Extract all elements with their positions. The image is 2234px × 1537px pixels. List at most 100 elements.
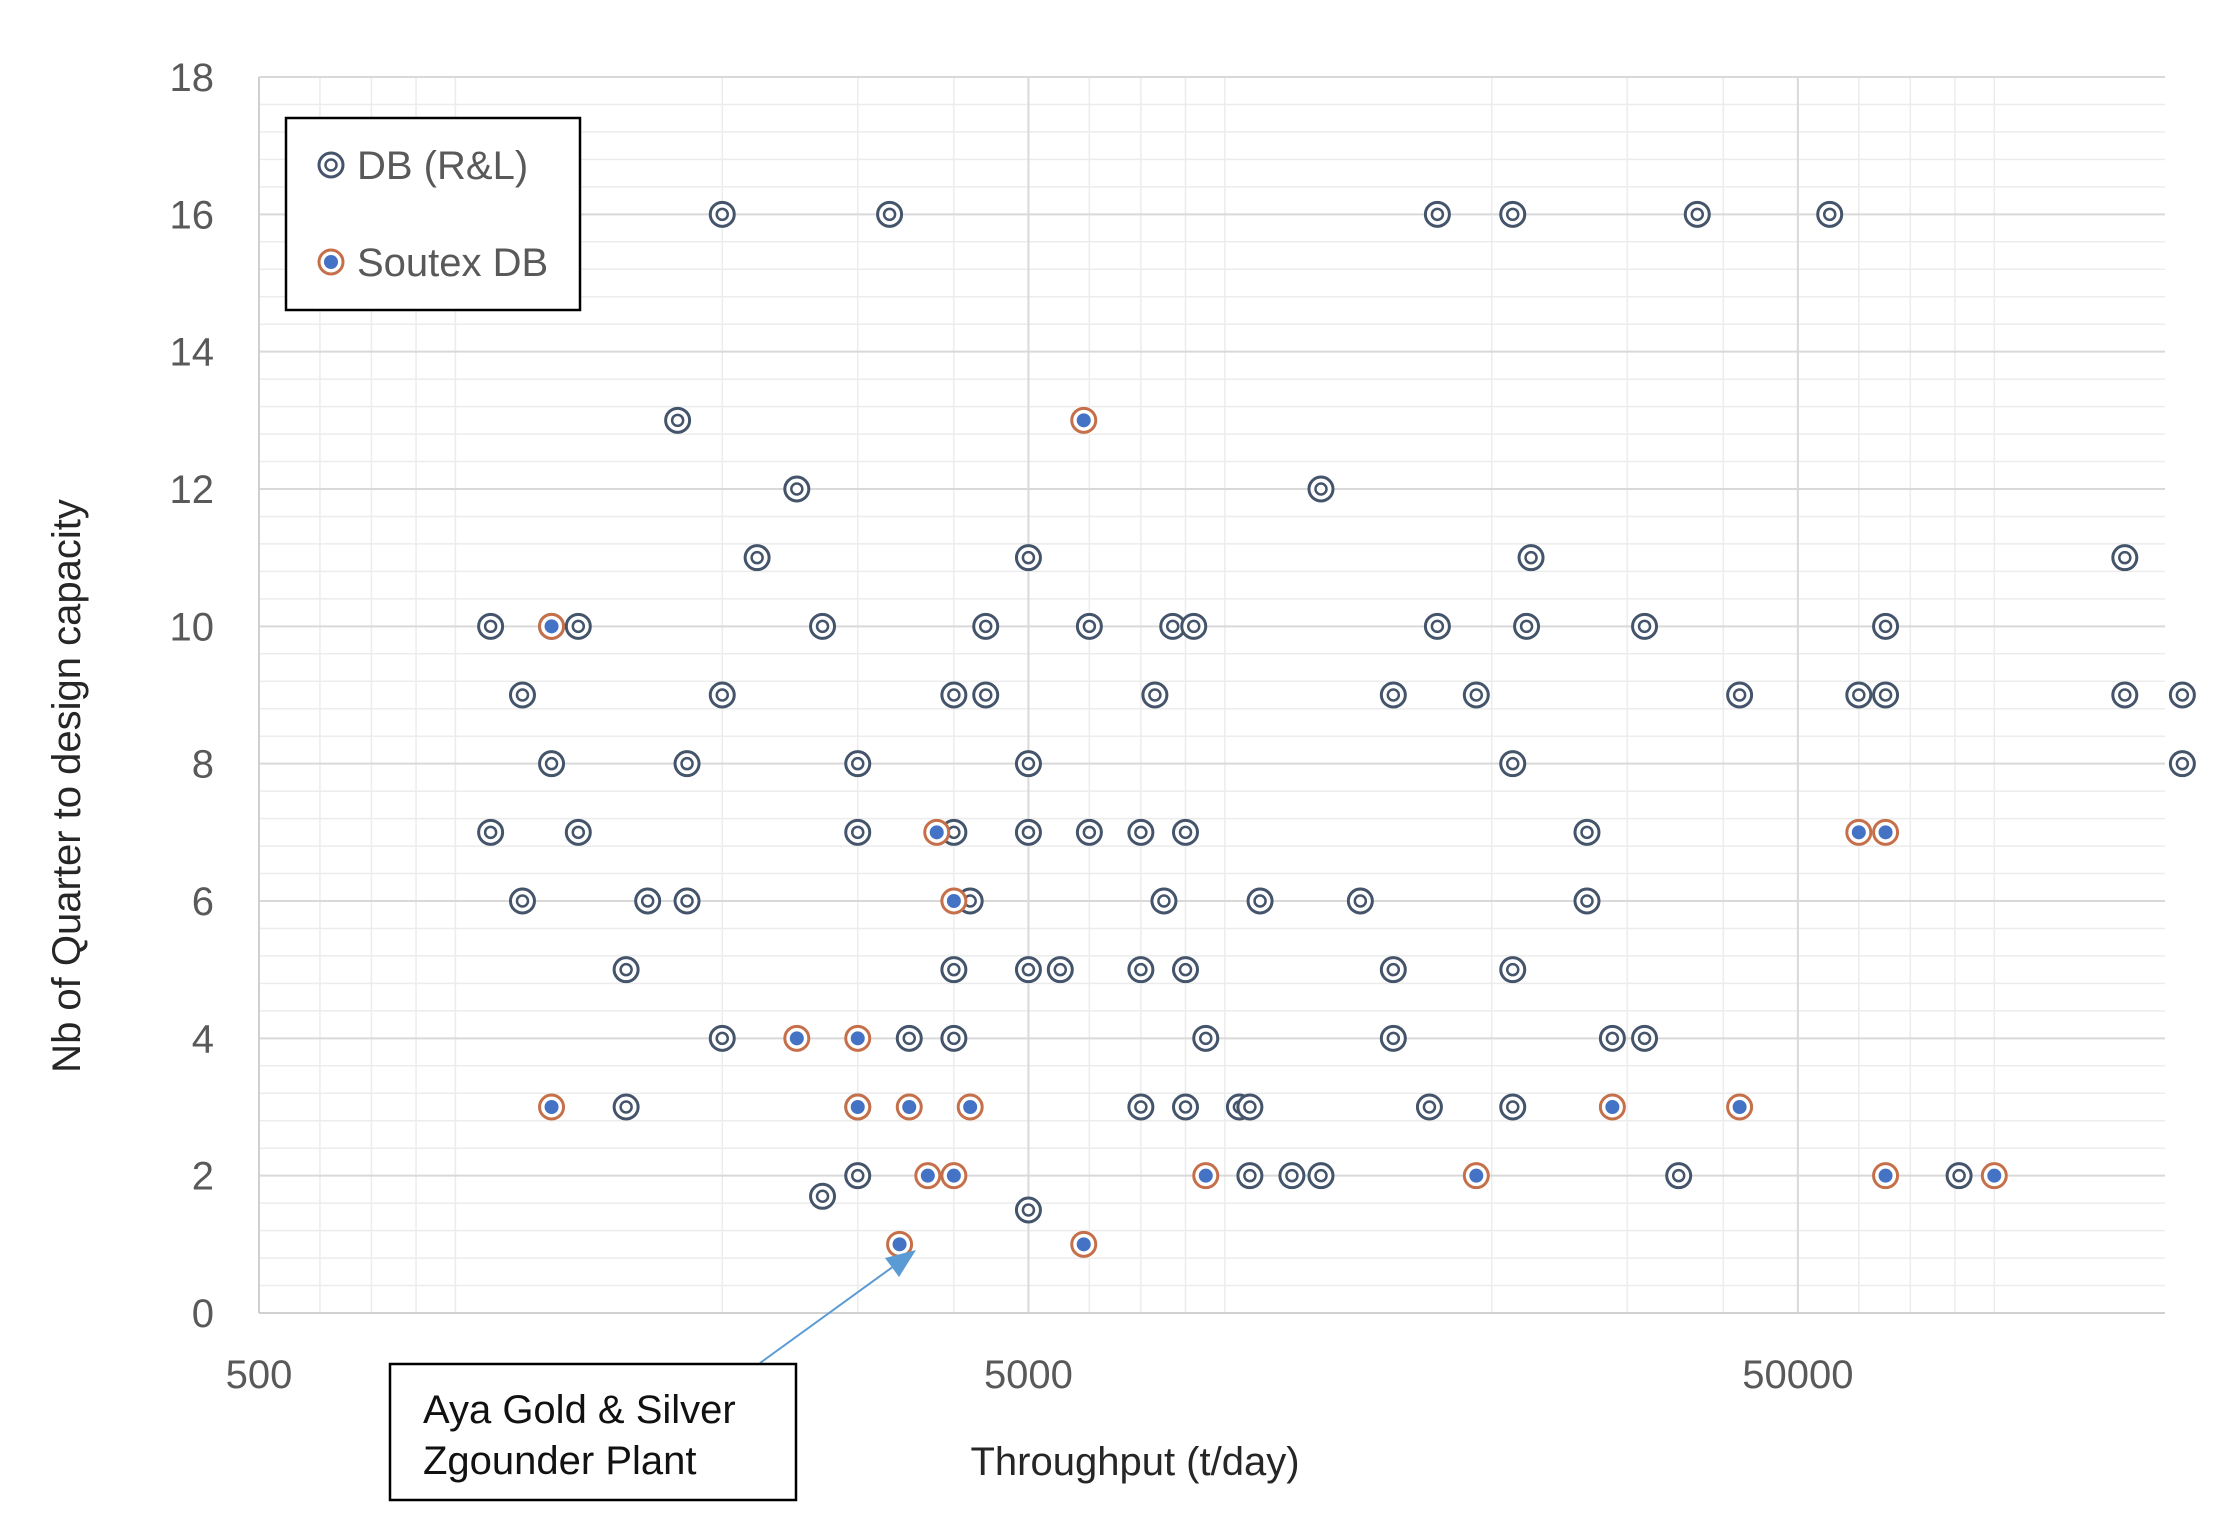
db-rl-point: [876, 200, 904, 228]
legend-box: [284, 116, 582, 312]
db-rl-point: [664, 406, 692, 434]
annotation-box: [388, 1362, 798, 1502]
legend-label-db-rl: DB (R&L): [357, 144, 528, 188]
y-axis-title: Nb of Quarter to design capacity: [45, 499, 89, 1073]
db-rl-point: [1014, 750, 1042, 778]
soutex-point: [1980, 1162, 2008, 1190]
soutex-point: [1845, 818, 1873, 846]
db-rl-point: [972, 612, 1000, 640]
soutex-point: [940, 887, 968, 915]
y-axis-ticks: 0 2 4 6 8 10 12 14 16 18: [170, 56, 215, 1336]
db-rl-point: [1075, 818, 1103, 846]
annotation-line-2: Zgounder Plant: [423, 1439, 697, 1483]
soutex-point: [783, 1024, 811, 1052]
y-tick-label: 2: [192, 1155, 214, 1199]
soutex-point: [844, 1093, 872, 1121]
db-rl-point: [844, 1162, 872, 1190]
db-rl-point: [1499, 956, 1527, 984]
soutex-point: [1598, 1093, 1626, 1121]
db-rl-point: [1462, 681, 1490, 709]
db-rl-point: [1665, 1162, 1693, 1190]
db-rl-point: [564, 612, 592, 640]
db-rl-point: [1346, 887, 1374, 915]
y-tick-label: 14: [170, 331, 215, 375]
x-tick-label: 5000: [984, 1353, 1073, 1397]
db-rl-point: [1014, 1196, 1042, 1224]
y-tick-label: 16: [170, 193, 215, 237]
y-tick-label: 12: [170, 468, 215, 512]
db-rl-point: [634, 887, 662, 915]
db-rl-point: [1423, 200, 1451, 228]
soutex-point: [1872, 818, 1900, 846]
db-rl-point: [1573, 818, 1601, 846]
db-rl-point: [538, 750, 566, 778]
db-rl-point: [1246, 887, 1274, 915]
db-rl-point: [1014, 544, 1042, 572]
db-rl-point: [612, 956, 640, 984]
db-rl-point: [1872, 681, 1900, 709]
db-rl-point: [1517, 544, 1545, 572]
data-points: [477, 200, 2196, 1258]
db-rl-point: [564, 818, 592, 846]
soutex-point: [923, 818, 951, 846]
db-rl-point: [1014, 956, 1042, 984]
annotation-callout: Aya Gold & Silver Zgounder Plant: [388, 1250, 916, 1502]
db-rl-point: [2111, 544, 2139, 572]
db-rl-point: [1513, 612, 1541, 640]
soutex-point: [844, 1024, 872, 1052]
db-rl-point: [1379, 1024, 1407, 1052]
soutex-point: [1462, 1162, 1490, 1190]
db-rl-point: [1872, 612, 1900, 640]
legend-marker-soutex: [317, 248, 345, 276]
db-rl-point: [844, 818, 872, 846]
soutex-point: [940, 1162, 968, 1190]
db-rl-point: [673, 887, 701, 915]
db-rl-point: [1141, 681, 1169, 709]
y-tick-label: 0: [192, 1292, 214, 1336]
soutex-point: [956, 1093, 984, 1121]
db-rl-point: [1379, 681, 1407, 709]
db-rl-point: [1180, 612, 1208, 640]
db-rl-point: [1150, 887, 1178, 915]
db-rl-point: [1171, 956, 1199, 984]
db-rl-point: [1278, 1162, 1306, 1190]
db-rl-point: [1415, 1093, 1443, 1121]
db-rl-point: [940, 1024, 968, 1052]
y-tick-label: 10: [170, 605, 215, 649]
db-rl-point: [1631, 1024, 1659, 1052]
db-rl-point: [1075, 612, 1103, 640]
db-rl-point: [1236, 1162, 1264, 1190]
minor-gridlines: [259, 77, 2165, 1313]
db-rl-point: [895, 1024, 923, 1052]
db-rl-point: [1499, 1093, 1527, 1121]
x-tick-label: 50000: [1742, 1353, 1853, 1397]
soutex-point: [538, 1093, 566, 1121]
soutex-point: [1192, 1162, 1220, 1190]
db-rl-point: [1046, 956, 1074, 984]
db-rl-point: [477, 818, 505, 846]
db-rl-point: [1307, 475, 1335, 503]
db-rl-point: [1127, 956, 1155, 984]
x-tick-label: 500: [226, 1353, 293, 1397]
db-rl-point: [508, 887, 536, 915]
db-rl-point: [1499, 200, 1527, 228]
axes: [258, 77, 2165, 1314]
annotation-arrow: [759, 1257, 906, 1364]
db-rl-point: [1598, 1024, 1626, 1052]
db-rl-point: [1127, 818, 1155, 846]
db-rl-point: [972, 681, 1000, 709]
db-rl-point: [809, 1182, 837, 1210]
db-rl-point: [708, 1024, 736, 1052]
db-rl-point: [1845, 681, 1873, 709]
soutex-point: [895, 1093, 923, 1121]
db-rl-point: [1171, 818, 1199, 846]
db-rl-point: [477, 612, 505, 640]
db-rl-point: [1423, 612, 1451, 640]
legend: DB (R&L) Soutex DB: [284, 116, 582, 312]
db-rl-point: [2168, 750, 2196, 778]
db-rl-point: [708, 200, 736, 228]
db-rl-point: [612, 1093, 640, 1121]
soutex-point: [914, 1162, 942, 1190]
db-rl-point: [1945, 1162, 1973, 1190]
annotation-line-1: Aya Gold & Silver: [423, 1388, 736, 1432]
